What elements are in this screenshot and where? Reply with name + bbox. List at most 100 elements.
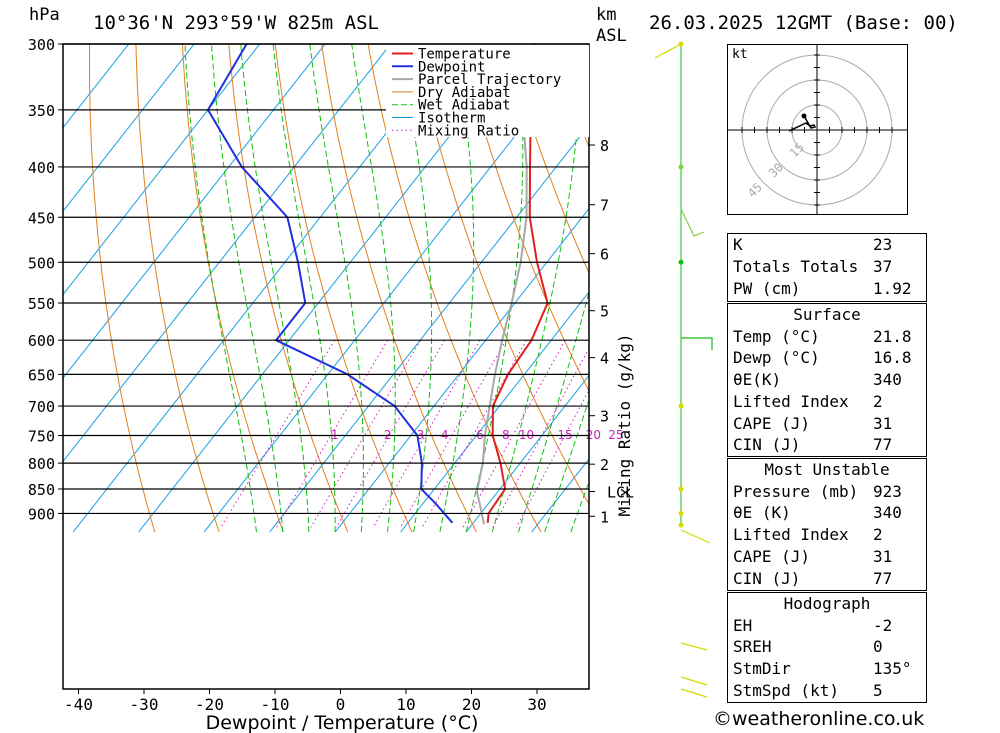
mu-cape-label: CAPE (J) [733, 546, 811, 566]
dry-adiabat [89, 44, 156, 533]
pressure-tick-label: 800 [28, 455, 55, 473]
surface-cin-label: CIN (J) [733, 435, 801, 455]
pressure-tick-label: 750 [28, 428, 55, 446]
wet-adiabat [309, 44, 364, 533]
wind-barb-dot [678, 486, 684, 492]
mu-thetae-value: 340 [873, 503, 902, 523]
pressure-tick-label: 300 [28, 36, 55, 54]
pressure-tick-label: 400 [28, 159, 55, 177]
stmspd-label: StmSpd (kt) [733, 680, 839, 700]
km-tick-label: 6 [600, 246, 609, 264]
mixing-ratio-line [515, 389, 589, 528]
mu-row: θE (K) 340 [728, 502, 926, 524]
isotherm-line [63, 44, 261, 296]
wet-adiabat [240, 44, 310, 533]
km-tick-label: LCL [607, 484, 634, 502]
wind-barb-dot [678, 510, 684, 516]
surface-row: CAPE (J) 31 [728, 413, 926, 435]
mixing-ratio-line [372, 339, 481, 528]
isotherm-line [400, 291, 589, 533]
wind-barb-dot [678, 164, 684, 170]
surface-row: Dewp (°C) 16.8 [728, 347, 926, 369]
surface-li-value: 2 [873, 391, 883, 411]
surface-row: Temp (°C) 21.8 [728, 326, 926, 348]
surface-row: CIN (J) 77 [728, 434, 926, 456]
hodograph-ring-30: 30 [766, 160, 786, 180]
wind-barb [654, 43, 682, 59]
sreh-value: 0 [873, 637, 883, 657]
dry-adiabat [413, 44, 589, 506]
surface-li-label: Lifted Index [733, 391, 849, 411]
pressure-tick-label: 650 [28, 366, 55, 384]
temp-tick-label: 0 [336, 695, 346, 714]
hodograph-trace [788, 115, 817, 132]
km-tick-label: 1 [600, 508, 609, 526]
x-axis-title: Dewpoint / Temperature (°C) [206, 712, 479, 733]
totals-label: Totals Totals [733, 256, 859, 276]
hodograph-unit: kt [732, 47, 748, 62]
isotherm-line [0, 15, 21, 532]
surface-dewp-label: Dewp (°C) [733, 348, 820, 368]
most-unstable-title: Most Unstable [764, 460, 890, 479]
credit-link[interactable]: ©weatheronline.co.uk [713, 708, 925, 730]
isotherm-line [63, 44, 326, 379]
isotherm-line [269, 124, 589, 533]
wind-barb-dot [678, 522, 684, 528]
surface-dewp-value: 16.8 [873, 348, 912, 368]
mixing-ratio-label: 25 [608, 428, 623, 442]
surface-cin-value: 77 [873, 435, 893, 455]
wet-adiabat [544, 398, 589, 533]
wind-barb [680, 208, 705, 237]
indices-table: K 23 Totals Totals 37 PW (cm) 1.92 [727, 233, 927, 302]
wet-adiabat [399, 44, 433, 533]
mixing-ratio-line [421, 339, 527, 528]
mixing-ratio-axis-title: Mixing Ratio (g/kg) [615, 333, 634, 516]
wind-barb [681, 337, 713, 350]
sreh-label: SREH [733, 637, 772, 657]
hodograph-title: Hodograph [783, 594, 871, 613]
location-title: 10°36'N 293°59'W 825m ASL [93, 12, 379, 34]
legend-entry: Dry Adiabat [418, 85, 511, 101]
stmdir-value: 135° [873, 659, 912, 679]
hodo-row: StmSpd (kt) 5 [728, 680, 926, 702]
k-index-label: K [733, 235, 743, 254]
mu-cape-value: 31 [873, 546, 893, 566]
pressure-tick-label: 700 [28, 398, 55, 416]
wet-adiabat [491, 44, 582, 533]
surface-thetae-value: 340 [873, 370, 902, 390]
surface-cape-value: 31 [873, 413, 893, 433]
temp-tick-label: 20 [462, 695, 481, 714]
hodo-row: SREH 0 [728, 636, 926, 658]
pw-value: 1.92 [873, 278, 912, 298]
wet-adiabat [184, 44, 257, 533]
isotherm-line [63, 44, 130, 129]
hodograph-ring-45: 45 [745, 180, 765, 200]
wet-adiabat [518, 290, 589, 533]
dry-adiabat [274, 44, 413, 533]
wind-barb [680, 529, 711, 544]
hodograph-panel: kt 15 30 45 [727, 44, 908, 215]
dry-adiabat [460, 44, 589, 393]
pressure-tick-label: 450 [28, 209, 55, 227]
mixing-ratio-line [462, 339, 566, 528]
temp-tick-label: -10 [261, 695, 290, 714]
pressure-tick-label: 550 [28, 295, 55, 313]
mixing-ratio-line [310, 339, 422, 528]
legend-entry: Mixing Ratio [418, 123, 519, 139]
hodo-row: EH -2 [728, 615, 926, 637]
hodograph-table: Hodograph EH -2 SREH 0 StmDir 135° StmSpd (… [727, 592, 927, 703]
km-tick-label: 5 [600, 303, 609, 321]
mu-row: Pressure (mb) 923 [728, 481, 926, 503]
legend-entry: Dewpoint [418, 59, 485, 75]
temp-tick-label: -40 [64, 695, 93, 714]
pw-label: PW (cm) [733, 278, 801, 298]
mu-cin-label: CIN (J) [733, 568, 801, 588]
mixing-ratio-line [399, 339, 507, 528]
legend-box [386, 45, 589, 137]
pressure-tick-label: 350 [28, 102, 55, 120]
legend-entry: Parcel Trajectory [418, 72, 561, 88]
hodograph-storm-point [801, 113, 807, 119]
pressure-unit-label: hPa [29, 5, 60, 25]
datetime-title: 26.03.2025 12GMT (Base: 00) [649, 12, 958, 34]
